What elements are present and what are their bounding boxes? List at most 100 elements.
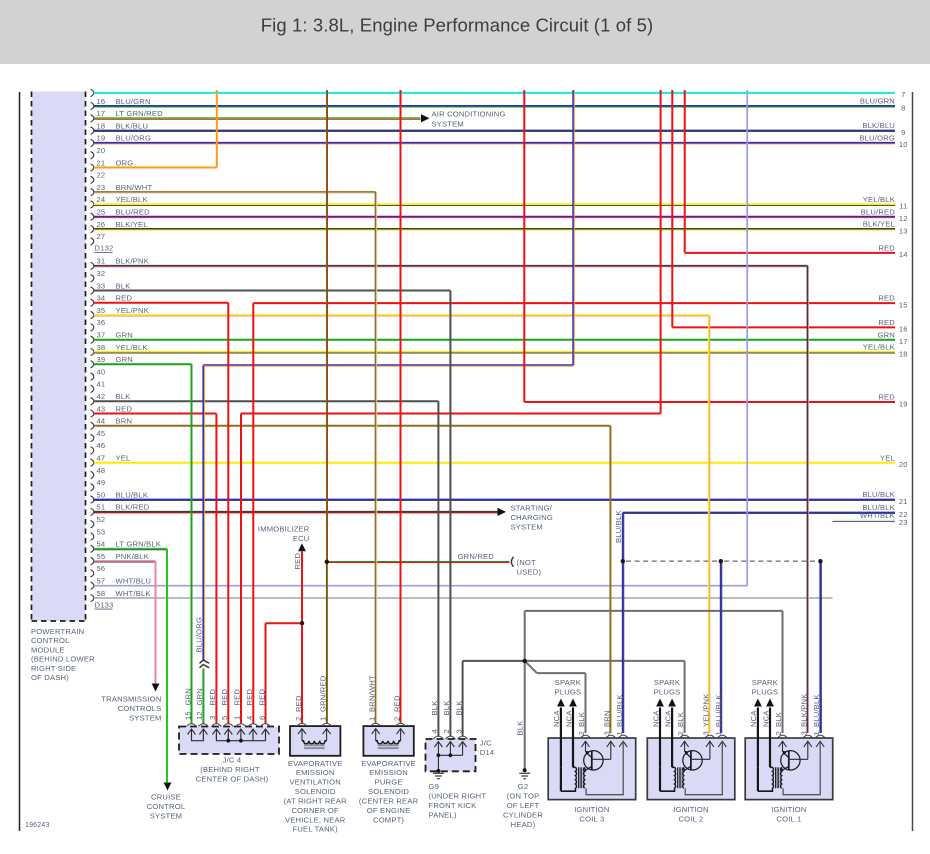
svg-text:CRUISE: CRUISE: [151, 793, 181, 802]
svg-text:PLUGS: PLUGS: [654, 687, 681, 696]
svg-text:LT GRN/BLK: LT GRN/BLK: [116, 540, 162, 549]
svg-text:BLU/ORG: BLU/ORG: [859, 134, 895, 143]
svg-text:RED: RED: [392, 695, 401, 712]
svg-text:RED: RED: [116, 294, 133, 303]
svg-text:SOLENOID: SOLENOID: [295, 787, 336, 796]
svg-text:BRN: BRN: [116, 417, 133, 426]
svg-text:BLK: BLK: [116, 281, 131, 290]
svg-text:2: 2: [774, 731, 783, 735]
svg-text:RED: RED: [116, 404, 133, 413]
svg-text:27: 27: [97, 232, 106, 241]
svg-text:VEHICLE, NEAR: VEHICLE, NEAR: [285, 815, 346, 824]
svg-text:44: 44: [97, 417, 106, 426]
svg-text:VENTILATION: VENTILATION: [289, 778, 340, 787]
svg-text:196243: 196243: [25, 822, 50, 829]
svg-text:WHT/BLK: WHT/BLK: [860, 511, 895, 520]
svg-text:53: 53: [97, 527, 106, 536]
svg-text:BLU/GRN: BLU/GRN: [116, 97, 151, 106]
svg-text:1: 1: [615, 731, 624, 735]
svg-text:RED: RED: [233, 689, 242, 706]
svg-text:38: 38: [97, 343, 106, 352]
svg-text:POWERTRAIN: POWERTRAIN: [31, 627, 84, 636]
svg-text:YEL: YEL: [116, 454, 131, 463]
svg-text:NCA: NCA: [552, 710, 561, 727]
svg-text:GRN: GRN: [116, 355, 133, 364]
svg-text:1: 1: [812, 731, 821, 735]
svg-text:1: 1: [368, 717, 377, 721]
svg-text:18: 18: [97, 121, 106, 130]
svg-text:BLK: BLK: [430, 701, 439, 716]
svg-text:2: 2: [577, 731, 586, 735]
svg-text:CENTER OF DASH): CENTER OF DASH): [196, 775, 269, 784]
svg-text:IGNITION: IGNITION: [673, 805, 708, 814]
svg-text:IGNITION: IGNITION: [771, 805, 806, 814]
svg-text:3: 3: [208, 716, 217, 720]
svg-text:BLU/BLK: BLU/BLK: [615, 694, 624, 727]
svg-text:11: 11: [899, 202, 907, 211]
svg-text:2: 2: [392, 717, 401, 721]
svg-text:NCA: NCA: [651, 710, 660, 727]
svg-text:COMPT): COMPT): [373, 815, 404, 824]
svg-text:GRN: GRN: [195, 688, 204, 705]
svg-text:24: 24: [97, 195, 106, 204]
svg-text:55: 55: [97, 552, 106, 561]
svg-text:SPARK: SPARK: [654, 678, 680, 687]
svg-text:BLK/BLU: BLK/BLU: [862, 121, 895, 130]
svg-text:22: 22: [899, 510, 908, 519]
svg-text:31: 31: [97, 257, 106, 266]
svg-text:NCA: NCA: [663, 710, 672, 727]
svg-text:YEL: YEL: [880, 453, 895, 462]
svg-text:SYSTEM: SYSTEM: [129, 714, 161, 723]
svg-text:18: 18: [899, 349, 908, 358]
svg-text:16: 16: [97, 97, 106, 106]
svg-text:IMMOBILIZER: IMMOBILIZER: [258, 525, 310, 534]
svg-text:WHT/BLU: WHT/BLU: [116, 577, 152, 586]
svg-text:COIL 3: COIL 3: [579, 815, 604, 824]
svg-text:SOLENOID: SOLENOID: [368, 787, 409, 796]
svg-text:CORNER OF: CORNER OF: [292, 806, 340, 815]
svg-text:BLK: BLK: [116, 392, 131, 401]
svg-text:BLU/BLK: BLU/BLK: [862, 490, 895, 499]
svg-text:YEL/PNK: YEL/PNK: [116, 306, 149, 315]
svg-text:2: 2: [294, 717, 303, 721]
svg-text:YEL/BLK: YEL/BLK: [863, 195, 895, 204]
svg-text:SPARK: SPARK: [555, 678, 581, 687]
svg-text:PNK/BLK: PNK/BLK: [116, 552, 149, 561]
svg-text:16: 16: [899, 325, 908, 334]
svg-text:COIL 2: COIL 2: [679, 815, 704, 824]
svg-text:(ON TOP: (ON TOP: [507, 792, 540, 801]
svg-text:21: 21: [97, 158, 106, 167]
svg-text:36: 36: [97, 318, 106, 327]
svg-text:YEL/BLK: YEL/BLK: [116, 343, 148, 352]
svg-text:EMISSION: EMISSION: [296, 768, 335, 777]
svg-text:BLK: BLK: [516, 721, 525, 736]
svg-text:PURGE: PURGE: [375, 778, 403, 787]
svg-text:37: 37: [97, 331, 106, 340]
svg-text:NCA: NCA: [564, 710, 573, 727]
svg-text:AIR CONDITIONING: AIR CONDITIONING: [432, 110, 506, 119]
svg-text:BRN/WHT: BRN/WHT: [368, 675, 377, 712]
svg-text:RED: RED: [257, 689, 266, 706]
svg-text:1: 1: [318, 717, 327, 721]
svg-text:43: 43: [97, 404, 106, 413]
svg-text:GRN: GRN: [878, 330, 895, 339]
svg-text:23: 23: [899, 518, 908, 527]
svg-text:D14: D14: [480, 748, 495, 757]
svg-text:SYSTEM: SYSTEM: [511, 523, 543, 532]
svg-text:STARTING/: STARTING/: [511, 504, 553, 513]
svg-text:LT GRN/RED: LT GRN/RED: [116, 109, 164, 118]
svg-text:CYLINDER: CYLINDER: [503, 811, 543, 820]
svg-text:34: 34: [97, 294, 106, 303]
svg-text:FUEL TANK): FUEL TANK): [293, 825, 339, 834]
svg-text:RED: RED: [293, 553, 302, 570]
svg-text:COIL 1: COIL 1: [776, 815, 801, 824]
svg-text:BLK/BLU: BLK/BLU: [116, 121, 149, 130]
svg-text:NCA: NCA: [761, 710, 770, 727]
svg-text:GRN/RED: GRN/RED: [318, 675, 327, 712]
svg-text:32: 32: [97, 269, 106, 278]
svg-text:ECU: ECU: [293, 534, 310, 543]
svg-text:RED: RED: [878, 244, 895, 253]
svg-text:23: 23: [97, 183, 106, 192]
svg-text:15: 15: [183, 711, 192, 720]
svg-text:(CENTER REAR: (CENTER REAR: [359, 797, 419, 806]
